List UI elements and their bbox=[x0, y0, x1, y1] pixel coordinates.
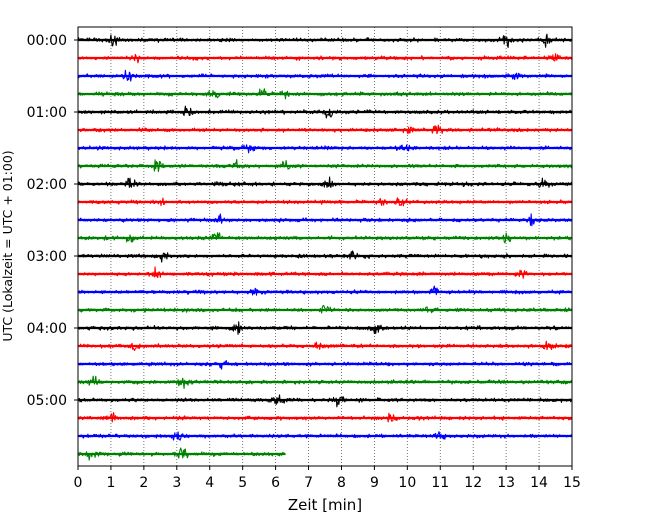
x-tick-label: 11 bbox=[431, 475, 449, 491]
y-axis-ticks: 00:00 01:00 02:00 03:00 04:00 05:00 bbox=[27, 33, 78, 409]
y-tick-label: 04:00 bbox=[27, 321, 67, 337]
x-tick-label: 1 bbox=[106, 475, 115, 491]
x-axis-ticks: 0 1 2 3 4 5 6 7 8 9 10 11 12 13 14 15 bbox=[74, 466, 581, 491]
x-tick-label: 8 bbox=[337, 475, 346, 491]
x-tick-label: 7 bbox=[304, 475, 313, 491]
x-tick-label: 14 bbox=[530, 475, 548, 491]
trace-row-0200 bbox=[77, 176, 573, 188]
y-tick-label: 02:00 bbox=[27, 177, 67, 193]
y-tick-label: 00:00 bbox=[27, 33, 67, 49]
x-axis-label: Zeit [min] bbox=[288, 496, 362, 514]
trace-row-0330 bbox=[77, 285, 573, 296]
x-tick-label: 3 bbox=[172, 475, 181, 491]
trace-row-0315 bbox=[77, 266, 573, 279]
x-tick-label: 12 bbox=[464, 475, 482, 491]
y-tick-label: 03:00 bbox=[27, 249, 67, 265]
x-tick-label: 6 bbox=[271, 475, 280, 491]
x-tick-label: 0 bbox=[74, 475, 83, 491]
x-tick-label: 15 bbox=[563, 475, 581, 491]
y-axis-label: UTC (Lokalzeit = UTC + 01:00) bbox=[0, 150, 15, 341]
x-tick-label: 4 bbox=[205, 475, 214, 491]
y-tick-label: 05:00 bbox=[27, 393, 67, 409]
seismic-traces bbox=[77, 33, 573, 461]
x-tick-label: 10 bbox=[398, 475, 416, 491]
y-tick-label: 01:00 bbox=[27, 105, 67, 121]
x-tick-label: 13 bbox=[497, 475, 515, 491]
grid-lines bbox=[110, 27, 540, 466]
x-tick-label: 2 bbox=[139, 475, 148, 491]
x-tick-label: 5 bbox=[238, 475, 247, 491]
x-tick-label: 9 bbox=[370, 475, 379, 491]
plot-frame bbox=[77, 26, 573, 467]
